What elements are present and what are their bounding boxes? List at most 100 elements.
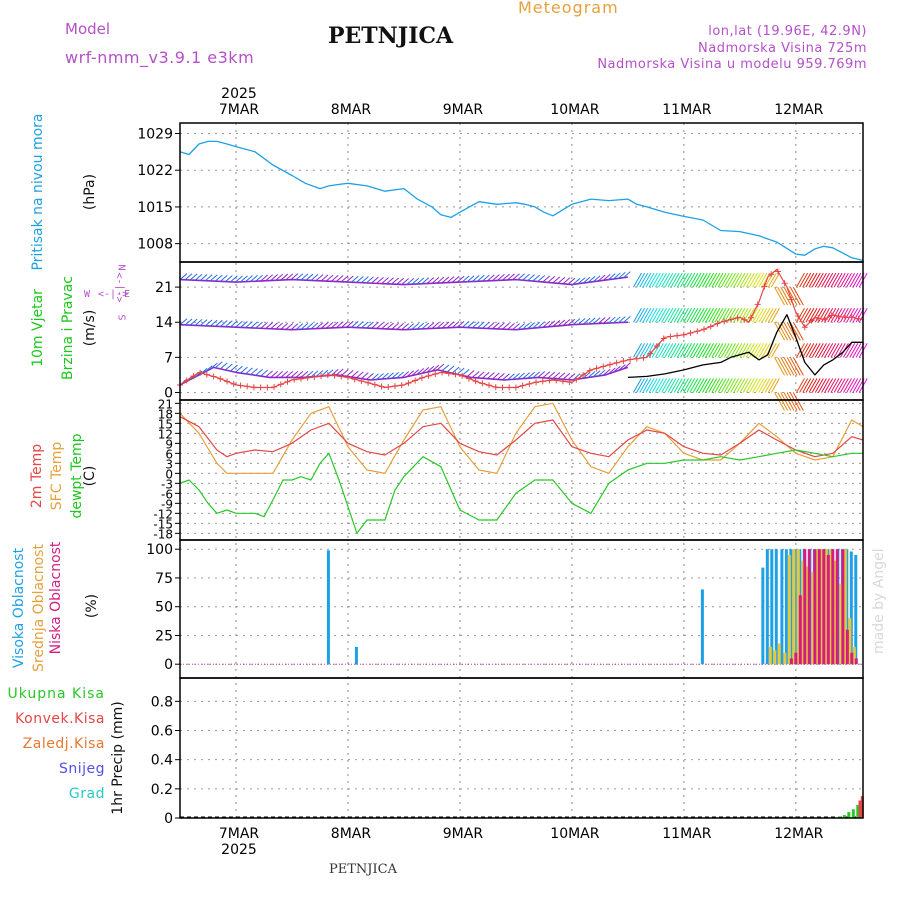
wind-barb-late: [745, 272, 755, 288]
wind-barb: [209, 362, 218, 370]
wind-barb: [310, 274, 319, 281]
wind-barb-late: [742, 378, 752, 393]
wind-barb: [371, 373, 379, 381]
wind-barb: [421, 367, 430, 374]
wind-barb-late: [796, 378, 805, 393]
wind-barb-late: [645, 307, 655, 323]
wind-barb: [310, 370, 319, 378]
wind-barb-late: [730, 343, 740, 358]
wind-barb: [416, 277, 425, 285]
wind-gust-marker: [539, 378, 546, 385]
wind-barb: [522, 322, 530, 330]
wind-barb-late: [802, 307, 812, 323]
wind-barb-late: [849, 307, 859, 323]
wind-barb: [240, 321, 248, 328]
wind-barb-late: [736, 307, 746, 323]
wind-barb: [522, 273, 530, 281]
wind-gust-marker: [559, 378, 566, 385]
wind-barb-late: [667, 378, 677, 393]
wind-compass: N <-|-> S W <-|-> E: [82, 262, 142, 328]
wind-barb: [260, 274, 268, 282]
pressure-tick-label: 1015: [137, 200, 173, 216]
bottom-year-label: 2025: [221, 842, 257, 858]
cloud-bar: [765, 549, 769, 665]
wind-barb: [406, 370, 415, 378]
wind-barb: [466, 370, 475, 377]
wind-barb: [366, 276, 374, 284]
wind-barb: [345, 275, 354, 283]
wind-barb: [305, 370, 314, 378]
wind-gust-marker: [277, 381, 284, 388]
wind-barb-late: [792, 286, 804, 306]
wind-barb: [456, 367, 465, 375]
precip-tick-label: 0.6: [151, 724, 173, 740]
wind-gust-marker: [640, 354, 647, 361]
wind-barb-late: [796, 307, 805, 323]
wind-barb-late: [689, 343, 699, 358]
wind-barb: [607, 273, 616, 281]
wind-barb-late: [789, 286, 801, 306]
temperature-tick-label: 18: [158, 407, 173, 421]
wind-barb-late: [808, 272, 818, 288]
top-date-label: 7MAR: [219, 102, 260, 118]
wind-barb-late: [670, 307, 680, 323]
wind-gust-marker: [761, 283, 768, 290]
wind-member-low-line: [179, 366, 629, 386]
wind-barb-late: [783, 321, 795, 341]
wind-barb-late: [839, 378, 849, 393]
wind-barb: [300, 273, 309, 281]
cloud-bar: [815, 549, 819, 665]
wind-barb-late: [789, 357, 801, 376]
wind-barb: [487, 322, 495, 329]
wind-barb: [366, 321, 374, 329]
temperature-panel-frame: [179, 399, 864, 541]
wind-gust-marker: [566, 379, 573, 386]
wind-barb-late: [833, 343, 843, 358]
wind-barb: [265, 322, 273, 329]
wind-gust-marker: [371, 381, 378, 388]
wind-barb-late: [770, 272, 780, 288]
wind-barb: [219, 274, 228, 282]
wind-barb-late: [705, 343, 715, 358]
wind-gust-marker: [687, 329, 694, 336]
wind-barb: [214, 274, 223, 282]
wind-barb: [199, 319, 208, 327]
wind-gust-marker: [257, 384, 264, 391]
temperature-tick-label: 9: [165, 437, 173, 451]
cloud-bar: [826, 554, 830, 665]
wind-barb: [597, 274, 606, 282]
wind-barb-late: [636, 378, 646, 393]
wind-gust-marker: [271, 384, 278, 391]
wind-gust-marker: [378, 383, 385, 390]
wind-gust-marker: [391, 383, 398, 390]
wind-barb-late: [849, 378, 859, 393]
wind-barb: [295, 323, 304, 330]
cloud-tick-label: 25: [155, 628, 173, 644]
wind-barb-late: [761, 307, 771, 323]
wind-barb: [204, 319, 213, 327]
wind-gust-marker: [183, 377, 190, 384]
wind-barb: [204, 274, 213, 282]
wind-barb-late: [673, 307, 683, 323]
wind-barb-late: [767, 343, 777, 358]
wind-barb-late: [683, 272, 693, 288]
wind-barb: [542, 320, 551, 328]
wind-barb-late: [667, 307, 677, 323]
wind-barb-late: [717, 307, 727, 323]
temperature-tick-label: -6: [161, 487, 173, 501]
wind-barb: [577, 277, 586, 285]
wind-gust-marker: [633, 355, 640, 362]
wind-gust-marker: [674, 332, 681, 339]
wind-barb-late: [648, 378, 658, 393]
wind-barb-late: [783, 357, 795, 376]
wind-barb: [587, 371, 596, 378]
cloud-bar: [822, 549, 826, 665]
wind-barb-late: [836, 378, 846, 393]
wind-barb-late: [752, 378, 762, 393]
wind-barb-late: [658, 307, 667, 323]
wind-barb: [179, 318, 188, 326]
wind-gust-marker: [647, 350, 654, 357]
wind-barb: [537, 275, 546, 282]
wind-barb: [456, 275, 465, 283]
wind-barb-late: [745, 343, 755, 358]
